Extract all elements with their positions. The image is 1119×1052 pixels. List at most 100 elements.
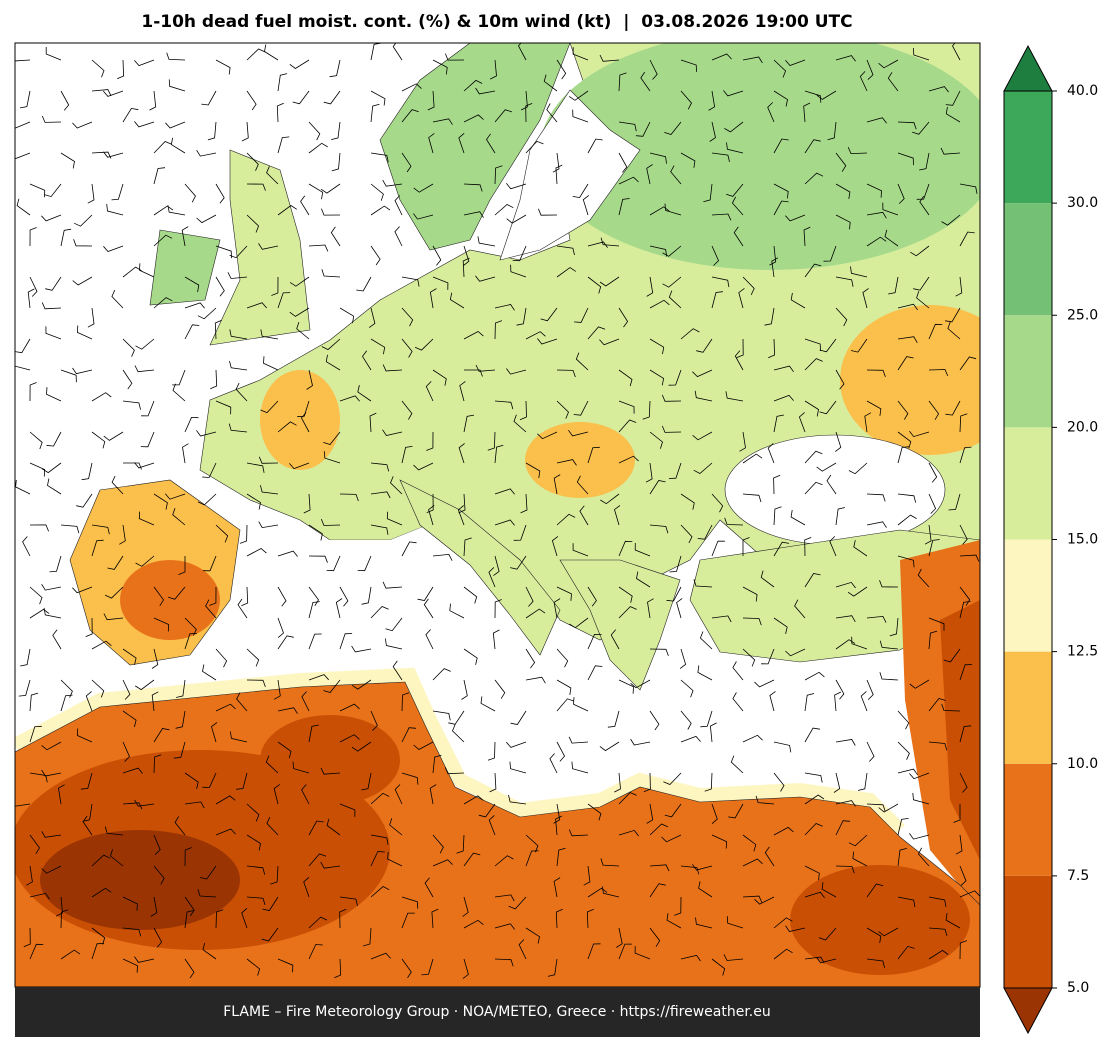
wind-barb (959, 524, 968, 545)
footer-text: FLAME – Fire Meteorology Group · NOA/MET… (223, 1004, 771, 1020)
wind-barb (866, 883, 884, 898)
wind-barb (76, 728, 93, 743)
wind-barb (649, 927, 661, 947)
wind-barb (351, 679, 372, 690)
wind-barb (676, 598, 683, 619)
wind-barb (308, 121, 321, 141)
wind-barb (308, 586, 319, 607)
wind-barb (928, 927, 948, 937)
wind-barb (211, 722, 218, 743)
wind-barb (556, 369, 576, 378)
wind-barb (928, 630, 938, 650)
wind-barb (91, 524, 110, 535)
wind-barb (835, 183, 851, 199)
wind-barb (370, 183, 384, 201)
wind-barb (29, 608, 50, 619)
wind-barb (553, 598, 561, 619)
colorbar-tick-label: 20.0 (1067, 419, 1098, 435)
wind-barb (634, 946, 651, 960)
wind-barb (670, 165, 682, 185)
wind-barb (368, 307, 376, 328)
wind-barb (52, 629, 62, 650)
wind-barb (29, 943, 44, 960)
sahara-core (40, 830, 240, 930)
wind-barb (258, 521, 279, 529)
wind-barb (773, 741, 792, 753)
wind-barb (767, 443, 775, 464)
colorbar-band (1004, 539, 1052, 652)
wind-barb (803, 102, 811, 123)
wind-barb (866, 400, 882, 416)
wind-barb (742, 648, 756, 667)
wind-barb (289, 307, 310, 317)
wind-barb (334, 958, 342, 979)
wind-barb (246, 462, 265, 473)
wind-barb (414, 338, 434, 351)
wind-barb (649, 480, 666, 495)
wind-barb (959, 664, 973, 681)
colorbar-tick-label: 12.5 (1067, 644, 1098, 660)
wind-barb (426, 431, 434, 451)
wind-barb (579, 505, 589, 526)
wind-barb (773, 138, 789, 154)
wind-barb (618, 72, 627, 92)
wind-barb (76, 493, 93, 508)
wind-barb (401, 541, 417, 557)
wind-barb (599, 338, 620, 346)
wind-barb (568, 90, 589, 101)
wind-barb (897, 303, 918, 311)
wind-barb (959, 183, 978, 194)
wind-barb (618, 400, 635, 414)
wind-barb (362, 350, 372, 371)
wind-barb (583, 865, 591, 886)
wind-barb (773, 617, 788, 634)
wind-barb (266, 816, 279, 836)
wind-barb (859, 71, 868, 92)
wind-barb (552, 152, 560, 173)
wind-barb (635, 121, 651, 137)
wind-barb (323, 451, 341, 464)
wind-barb (401, 307, 414, 327)
wind-barb (804, 956, 825, 964)
wind-barb (173, 741, 186, 759)
wind-barb (897, 741, 910, 760)
wind-barb (510, 555, 527, 570)
wind-barb (325, 354, 341, 371)
wind-barb (246, 152, 259, 171)
wind-barb (910, 245, 930, 257)
wind-barb (43, 607, 62, 619)
wind-barb (666, 913, 682, 929)
wind-barb (303, 876, 310, 898)
wind-barb (897, 848, 907, 867)
wind-barb (370, 205, 391, 216)
wind-barb (199, 865, 217, 880)
wind-barb (764, 846, 775, 867)
wind-barb (851, 338, 868, 353)
wind-barb (510, 710, 527, 725)
wind-barb (945, 400, 961, 416)
wind-barb (323, 90, 341, 105)
wind-barb (184, 276, 200, 293)
wind-barb (955, 834, 963, 855)
wind-barb (29, 892, 50, 900)
wind-barb (866, 183, 882, 198)
wind-barb (29, 586, 43, 605)
wind-barb (834, 691, 842, 712)
wind-barb (134, 799, 155, 807)
wind-barb (586, 908, 594, 929)
wind-barb (506, 214, 527, 224)
wind-barb (459, 381, 466, 402)
wind-barb (91, 539, 104, 557)
wind-barb (711, 803, 718, 825)
wind-barb (413, 213, 434, 220)
wind-barb (618, 792, 637, 805)
wind-barb (525, 676, 546, 684)
colorbar-band (1004, 315, 1052, 428)
wind-barb (731, 196, 744, 216)
wind-barb (72, 586, 93, 594)
wind-barb (357, 555, 372, 572)
wind-barb (618, 943, 632, 960)
wind-barb (917, 847, 930, 867)
wind-barb (265, 755, 279, 774)
wind-barb (587, 446, 600, 464)
